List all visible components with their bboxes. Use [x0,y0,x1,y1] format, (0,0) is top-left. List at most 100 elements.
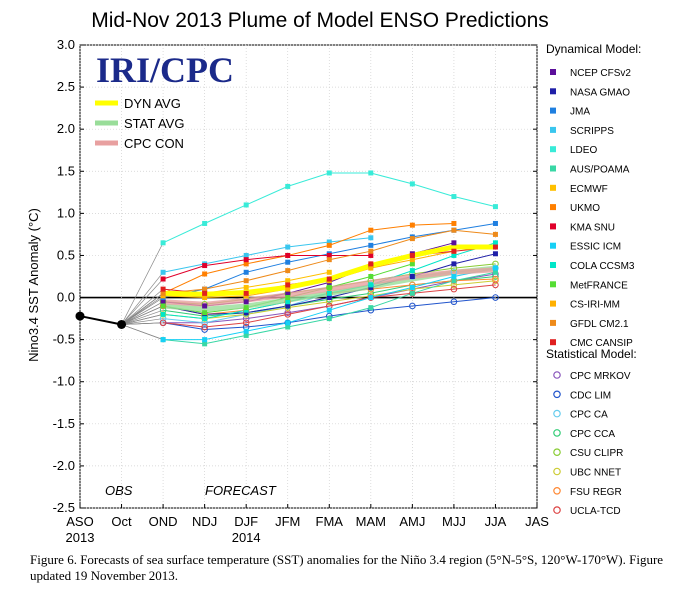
y-tick-label: -0.5 [53,332,75,347]
data-point [243,310,249,316]
figure-caption: Figure 6. Forecasts of sea surface tempe… [30,552,664,583]
data-point [202,316,208,322]
legend-label: JMA [570,107,590,118]
data-point [201,323,208,331]
y-tick-label: -2.0 [53,458,75,473]
statistical-heading: Statistical Model: [546,347,637,361]
legend-marker [553,486,561,495]
data-point [160,337,166,343]
data-point [326,276,332,282]
data-point [451,252,457,258]
connector-line [121,272,164,325]
data-point [326,242,332,248]
data-point [202,295,208,301]
legend-marker [553,467,561,476]
x-tick-label: ASO [66,514,93,529]
data-point [202,220,208,226]
data-point [492,231,498,237]
data-point [242,319,250,327]
x-tick-label: Oct [111,514,132,529]
data-point [285,324,291,330]
model-legend: Dynamical Model: Statistical Model: NCEP… [546,42,641,517]
year-label: 2013 [66,530,95,545]
data-point [202,290,208,296]
connector-line [121,318,164,325]
legend-marker [550,339,556,346]
y-tick-label: 0.5 [57,247,75,262]
data-point [243,202,249,208]
legend-marker [550,319,556,326]
observed-point [117,319,127,329]
data-point [285,278,291,284]
series-line [162,255,371,280]
series-markers [75,170,499,347]
data-point [368,284,374,290]
x-tick-label: NDJ [192,514,217,529]
data-point [326,284,332,290]
data-point [450,285,458,293]
data-point [202,303,208,309]
legend-marker [553,429,561,437]
data-point [243,252,249,258]
legend-marker [550,69,556,75]
data-point [243,261,249,267]
data-point [326,290,332,296]
connector-line [121,288,164,325]
legend-label: MetFRANCE [570,280,628,291]
legend-label: CS-IRI-MM [570,300,620,311]
legend-label: COLA CCSM3 [570,261,635,272]
y-axis-label: Nino3.4 SST Anomaly (°C) [26,208,41,362]
data-point [409,181,415,187]
y-tick-label: 2.0 [57,121,75,136]
legend-label: NASA GMAO [570,87,630,98]
data-point [326,295,332,301]
data-point [409,284,415,290]
data-point [202,286,208,292]
year-label: 2014 [232,530,261,545]
data-point [492,240,498,246]
data-point [368,227,374,233]
legend-marker [550,242,556,249]
data-point [326,316,332,322]
data-point [492,244,498,250]
data-point [285,299,291,305]
legend-label: CSU CLIPR [570,448,623,459]
legend-marker [550,281,556,288]
legend-label: UKMO [570,203,600,214]
data-point [285,183,291,189]
inset-legend-label: STAT AVG [124,116,184,131]
data-point [368,295,374,301]
observed-point [75,311,85,321]
legend-marker [550,88,556,95]
connector-line [121,314,164,325]
data-point [243,269,249,275]
data-point [285,259,291,265]
data-point [368,170,374,176]
y-tick-label: 0.0 [57,290,75,305]
legend-marker [553,448,561,457]
data-point [285,286,291,292]
logo: IRI/CPC [96,50,234,90]
data-point [368,282,374,288]
data-point [160,299,166,305]
chart-title: Mid-Nov 2013 Plume of Model ENSO Predict… [91,9,549,32]
legend-marker [550,107,556,114]
data-point [409,273,416,280]
data-point [201,326,208,333]
data-point [243,328,249,334]
inset-legend-label: DYN AVG [124,96,181,111]
legend-label: SCRIPPS [570,126,614,137]
data-point [326,307,332,313]
connector-line [121,309,164,325]
data-point [409,261,415,267]
forecast-label: FORECAST [205,483,277,498]
data-point [368,305,374,311]
x-tick-label: AMJ [399,514,425,529]
data-point [368,261,374,267]
data-point [202,310,208,316]
data-point [326,257,332,263]
data-point [451,278,457,284]
connector-line [121,242,164,325]
x-tick-label: JAS [525,514,549,529]
legend-label: LDEO [570,145,597,156]
